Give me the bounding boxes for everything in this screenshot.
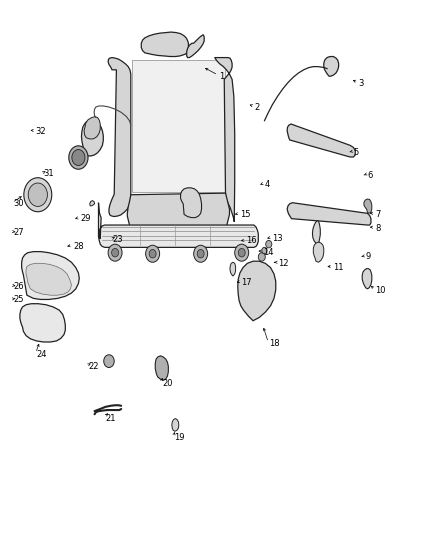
Polygon shape xyxy=(364,199,372,213)
Text: 10: 10 xyxy=(375,286,386,295)
Polygon shape xyxy=(230,262,236,276)
Polygon shape xyxy=(238,261,276,321)
Text: 27: 27 xyxy=(13,228,24,237)
Text: 25: 25 xyxy=(13,295,23,304)
Polygon shape xyxy=(215,58,235,222)
Polygon shape xyxy=(187,35,204,58)
Circle shape xyxy=(238,248,245,257)
Polygon shape xyxy=(20,304,65,342)
Polygon shape xyxy=(180,188,201,217)
Text: 8: 8 xyxy=(375,224,381,233)
Polygon shape xyxy=(287,124,355,157)
Circle shape xyxy=(262,247,267,254)
Text: 7: 7 xyxy=(375,210,381,219)
Text: 13: 13 xyxy=(272,234,283,243)
Polygon shape xyxy=(155,356,168,380)
Polygon shape xyxy=(324,56,339,76)
Polygon shape xyxy=(362,269,372,289)
Polygon shape xyxy=(172,418,179,431)
Polygon shape xyxy=(132,60,225,192)
Polygon shape xyxy=(141,32,188,56)
Polygon shape xyxy=(81,121,103,156)
Text: 4: 4 xyxy=(265,180,270,189)
Text: 30: 30 xyxy=(13,199,24,208)
Circle shape xyxy=(108,244,122,261)
Text: 15: 15 xyxy=(240,210,251,219)
Polygon shape xyxy=(90,200,95,206)
Text: 11: 11 xyxy=(333,263,344,272)
Circle shape xyxy=(28,183,47,206)
Text: 5: 5 xyxy=(353,148,359,157)
Text: 17: 17 xyxy=(241,278,252,287)
Text: 32: 32 xyxy=(35,127,46,136)
Text: 24: 24 xyxy=(36,350,47,359)
Circle shape xyxy=(258,253,265,261)
Text: 21: 21 xyxy=(106,414,116,423)
Circle shape xyxy=(72,150,85,165)
Polygon shape xyxy=(26,263,71,295)
Circle shape xyxy=(112,248,119,257)
Text: 18: 18 xyxy=(269,339,280,348)
Circle shape xyxy=(24,177,52,212)
Polygon shape xyxy=(84,117,100,139)
Text: 26: 26 xyxy=(13,281,24,290)
Text: 6: 6 xyxy=(367,171,373,180)
Circle shape xyxy=(197,249,204,258)
Polygon shape xyxy=(127,193,230,230)
Polygon shape xyxy=(313,242,324,262)
Text: 28: 28 xyxy=(73,242,84,251)
Text: 20: 20 xyxy=(162,379,173,388)
Circle shape xyxy=(104,355,114,368)
Text: 1: 1 xyxy=(219,71,224,80)
Text: 3: 3 xyxy=(359,78,364,87)
Text: 31: 31 xyxy=(43,169,54,179)
Circle shape xyxy=(194,245,208,262)
Circle shape xyxy=(69,146,88,169)
Polygon shape xyxy=(99,203,258,247)
Polygon shape xyxy=(287,203,371,225)
Text: 19: 19 xyxy=(174,433,185,442)
Polygon shape xyxy=(108,58,131,216)
Text: 14: 14 xyxy=(264,248,274,257)
Text: 16: 16 xyxy=(246,237,257,246)
Circle shape xyxy=(235,244,249,261)
Circle shape xyxy=(146,245,159,262)
Text: 22: 22 xyxy=(88,362,99,371)
Circle shape xyxy=(149,249,156,258)
Circle shape xyxy=(266,240,272,248)
Text: 9: 9 xyxy=(366,253,371,261)
Text: 23: 23 xyxy=(112,236,123,245)
Polygon shape xyxy=(312,221,320,245)
Text: 2: 2 xyxy=(254,102,259,111)
Polygon shape xyxy=(21,252,79,300)
Text: 12: 12 xyxy=(278,259,289,268)
Text: 29: 29 xyxy=(80,214,91,223)
